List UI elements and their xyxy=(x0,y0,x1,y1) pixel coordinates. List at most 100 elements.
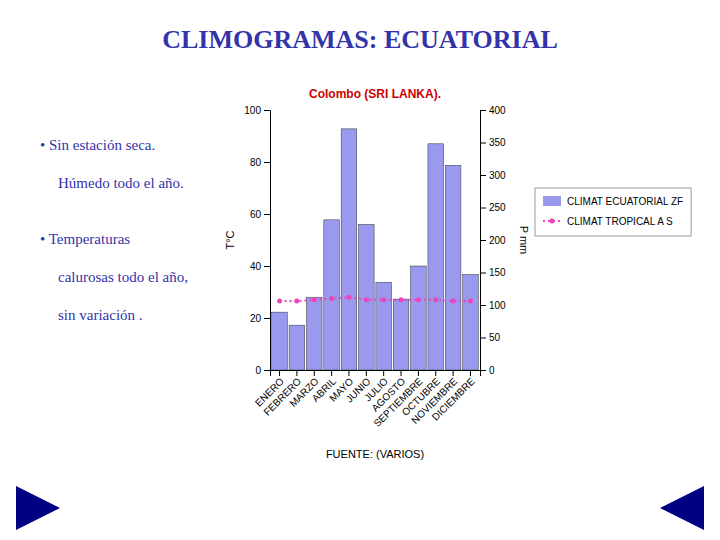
tick-mark xyxy=(480,305,486,306)
tick: 0 xyxy=(255,365,270,376)
plot-area xyxy=(270,110,480,370)
tick-mark xyxy=(279,370,280,376)
point xyxy=(399,297,404,302)
x-axis: ENEROFEBREROMARZOABRILMAYOJUNIOJULIOAGOS… xyxy=(253,370,481,429)
tick: 100 xyxy=(244,105,270,116)
bullet-text: Húmedo todo el año. xyxy=(58,175,184,191)
tick: DICIEMBRE xyxy=(430,370,477,423)
tick: 50 xyxy=(480,332,501,343)
tick: 300 xyxy=(480,170,506,181)
point xyxy=(346,295,351,300)
tick-mark xyxy=(264,110,270,111)
point xyxy=(451,299,456,304)
bullet-text: sin variación . xyxy=(58,307,143,323)
point xyxy=(381,297,386,302)
tick-mark xyxy=(401,370,402,376)
tick-mark xyxy=(435,370,436,376)
tick: 60 xyxy=(250,209,270,220)
tick: 100 xyxy=(480,300,506,311)
axis-line xyxy=(271,371,481,377)
point xyxy=(468,299,473,304)
tick-label: 80 xyxy=(250,157,262,168)
tick-mark xyxy=(366,370,367,376)
tick: 250 xyxy=(480,202,506,213)
tick-mark xyxy=(264,370,270,371)
legend-label: CLIMAT ECUATORIAL ZF xyxy=(567,196,683,207)
bar xyxy=(376,282,392,370)
bar xyxy=(341,129,357,370)
subtitle: FUENTE: (VARIOS) xyxy=(326,448,424,460)
legend-marker xyxy=(550,219,555,224)
bar xyxy=(272,312,288,370)
bar xyxy=(463,274,479,370)
tick-mark xyxy=(296,370,297,376)
tick-mark xyxy=(348,370,349,376)
tick-mark xyxy=(480,370,486,371)
tick-mark xyxy=(470,370,471,376)
tick-label: 250 xyxy=(489,202,506,213)
tick-mark xyxy=(314,370,315,376)
tick: 0 xyxy=(480,365,495,376)
bullet-text: • Sin estación seca. xyxy=(40,137,155,153)
tick: 20 xyxy=(250,313,270,324)
tick-mark xyxy=(331,370,332,376)
bar xyxy=(445,165,461,370)
tick-mark xyxy=(480,110,486,111)
tick: 80 xyxy=(250,157,270,168)
legend: CLIMAT ECUATORIAL ZF CLIMAT TROPICAL A S xyxy=(535,188,691,236)
bar xyxy=(324,220,340,370)
point xyxy=(433,297,438,302)
tick: 350 xyxy=(480,137,506,148)
bullet-text: • Temperaturas xyxy=(40,231,130,247)
tick-label: 50 xyxy=(489,332,501,343)
tick-mark xyxy=(480,273,486,274)
tick-label: 60 xyxy=(250,209,262,220)
tick-label: 20 xyxy=(250,313,262,324)
bullet-text: calurosas todo el año, xyxy=(58,269,188,285)
tick-label: 40 xyxy=(250,261,262,272)
y2-axis-title: P mm xyxy=(518,226,530,255)
legend-frame xyxy=(535,188,691,236)
nav-arrow xyxy=(660,486,704,530)
tick-label: 400 xyxy=(489,105,506,116)
nav-arrow xyxy=(16,486,60,530)
point xyxy=(329,296,334,301)
tick-label: 150 xyxy=(489,267,506,278)
y-axis-title: T°C xyxy=(224,230,236,249)
bar xyxy=(359,224,375,370)
slide: CLIMOGRAMAS: ECUATORIAL • Sin estación se… xyxy=(0,0,720,540)
bar xyxy=(393,299,409,370)
tick-label: 300 xyxy=(489,170,506,181)
tick: 200 xyxy=(480,235,506,246)
bar xyxy=(411,266,427,370)
tick-mark xyxy=(480,338,486,339)
tick-label: 350 xyxy=(489,137,506,148)
tick-mark xyxy=(264,214,270,215)
marks xyxy=(272,129,479,370)
tick-label: 200 xyxy=(489,235,506,246)
tick-label: DICIEMBRE xyxy=(430,375,477,422)
axis-line xyxy=(481,111,487,371)
tick-mark xyxy=(264,318,270,319)
point xyxy=(364,297,369,302)
legend-label: CLIMAT TROPICAL A S xyxy=(567,216,673,227)
line xyxy=(280,297,471,301)
y2-axis: 0 50 100 150 200 250 300 350 400 xyxy=(480,105,506,376)
point xyxy=(312,297,317,302)
tick-label: 0 xyxy=(489,365,495,376)
tick-mark xyxy=(480,208,486,209)
tick: 150 xyxy=(480,267,506,278)
bar xyxy=(306,297,322,370)
tick-label: 100 xyxy=(244,105,261,116)
y-axis: 0 20 40 60 80 100 xyxy=(244,105,270,376)
point xyxy=(294,299,299,304)
bar xyxy=(428,144,444,370)
tick-label: 0 xyxy=(255,365,261,376)
slide-title: CLIMOGRAMAS: ECUATORIAL xyxy=(162,25,558,54)
tick-mark xyxy=(480,240,486,241)
point xyxy=(277,299,282,304)
tick: 400 xyxy=(480,105,506,116)
tick-mark xyxy=(480,175,486,176)
bar xyxy=(289,325,305,370)
tick-label: 100 xyxy=(489,300,506,311)
